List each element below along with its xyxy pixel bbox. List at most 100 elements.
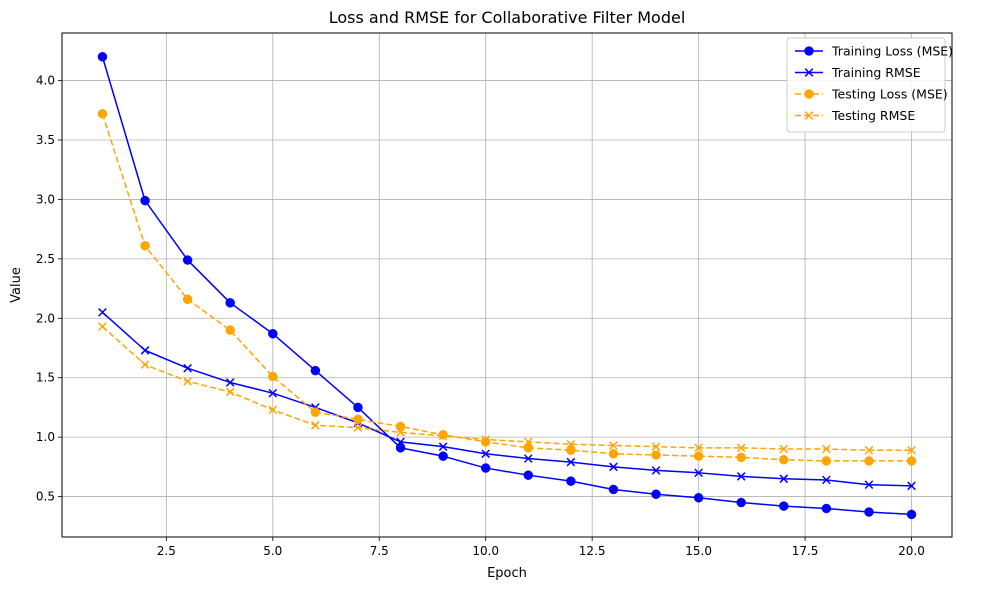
x-tick-label: 5.0	[263, 544, 282, 558]
series-line	[101, 311, 912, 487]
legend-item: Training RMSE	[795, 65, 921, 80]
data-point	[481, 435, 491, 444]
data-point	[438, 442, 448, 451]
data-point	[438, 431, 448, 441]
data-point	[140, 346, 150, 355]
data-point	[609, 462, 618, 472]
series-line	[101, 113, 912, 462]
y-tick-label: 1.0	[36, 430, 55, 444]
series-1	[97, 52, 917, 520]
data-point	[268, 371, 278, 382]
series-4	[98, 322, 916, 455]
plot-area-frame	[61, 32, 953, 538]
legend-marker	[804, 46, 814, 56]
series-3	[97, 109, 917, 466]
data-point	[864, 456, 874, 466]
data-point	[651, 489, 661, 499]
axes-ticks: 2.5 5.0 7.5 10.0 12.5 15.0 17.5 20.0 0.5 1.0 1.5 2.…	[36, 74, 925, 558]
data-point	[225, 298, 235, 308]
data-point	[864, 445, 874, 455]
y-axis-title: Value	[9, 267, 24, 303]
y-tick-label: 1.5	[36, 371, 55, 385]
y-tick-label: 2.5	[36, 252, 55, 266]
data-point	[651, 450, 661, 460]
data-point	[481, 449, 491, 459]
legend-marker	[804, 89, 814, 99]
y-tick-label: 3.0	[36, 192, 55, 206]
data-point	[140, 360, 150, 369]
data-point	[268, 405, 278, 415]
data-point	[182, 255, 193, 265]
chart-title: Loss and RMSE for Collaborative Filter M…	[329, 8, 686, 27]
data-point	[822, 444, 831, 454]
data-point	[310, 407, 321, 417]
data-point	[693, 451, 704, 461]
series-line	[101, 326, 912, 451]
data-point	[523, 454, 533, 463]
data-point	[183, 363, 192, 373]
data-point	[310, 365, 321, 376]
data-point	[566, 439, 576, 449]
data-point	[736, 472, 746, 481]
data-point	[694, 443, 703, 453]
legend-item: Training Loss (MSE)	[795, 44, 953, 59]
data-point	[651, 442, 661, 451]
legend-marker	[804, 68, 814, 77]
data-point	[566, 457, 576, 467]
data-point	[268, 328, 278, 339]
data-point	[736, 452, 746, 463]
data-point	[609, 441, 618, 450]
data-point	[140, 241, 150, 251]
data-point	[268, 388, 278, 398]
data-point	[395, 443, 406, 453]
legend: Training Loss (MSE) Training RMSE Testing …	[786, 37, 953, 133]
legend-label: Training RMSE	[831, 65, 921, 80]
data-point	[225, 325, 235, 335]
series-layer	[97, 52, 917, 520]
data-point	[566, 476, 576, 486]
data-point	[693, 493, 704, 503]
data-point	[864, 480, 874, 490]
data-point	[396, 428, 405, 437]
data-point	[523, 470, 534, 480]
data-point	[523, 437, 533, 447]
data-point	[779, 454, 789, 465]
legend-item: Testing RMSE	[795, 108, 915, 123]
data-point	[907, 481, 916, 491]
x-tick-label: 2.5	[157, 544, 176, 558]
legend-item: Testing Loss (MSE)	[795, 87, 948, 102]
legend-label: Training Loss (MSE)	[831, 44, 953, 59]
legend-marker	[804, 111, 814, 120]
data-point	[736, 443, 746, 453]
y-tick-label: 2.0	[36, 311, 55, 325]
data-point	[779, 501, 789, 511]
x-tick-label: 15.0	[685, 544, 712, 558]
data-point	[779, 444, 789, 454]
x-axis-title: Epoch	[487, 566, 527, 581]
x-tick-label: 12.5	[579, 544, 606, 558]
data-point	[396, 437, 405, 447]
series-line	[101, 56, 912, 516]
data-point	[182, 294, 193, 305]
legend-box	[786, 37, 946, 133]
data-point	[98, 308, 107, 317]
data-point	[480, 463, 491, 473]
data-point	[97, 52, 108, 62]
y-tick-label: 3.5	[36, 133, 55, 147]
data-point	[225, 387, 235, 397]
data-point	[523, 443, 534, 453]
data-point	[608, 484, 619, 495]
data-point	[353, 414, 363, 425]
x-tick-label: 7.5	[370, 544, 389, 558]
x-tick-label: 17.5	[792, 544, 819, 558]
data-point	[651, 466, 661, 475]
data-point	[225, 378, 235, 387]
data-point	[822, 475, 831, 485]
data-point	[353, 423, 363, 432]
data-point	[438, 430, 448, 440]
data-point	[608, 449, 619, 459]
data-point	[140, 195, 150, 206]
data-point	[566, 445, 576, 455]
data-point	[353, 402, 363, 413]
data-point	[98, 322, 107, 331]
